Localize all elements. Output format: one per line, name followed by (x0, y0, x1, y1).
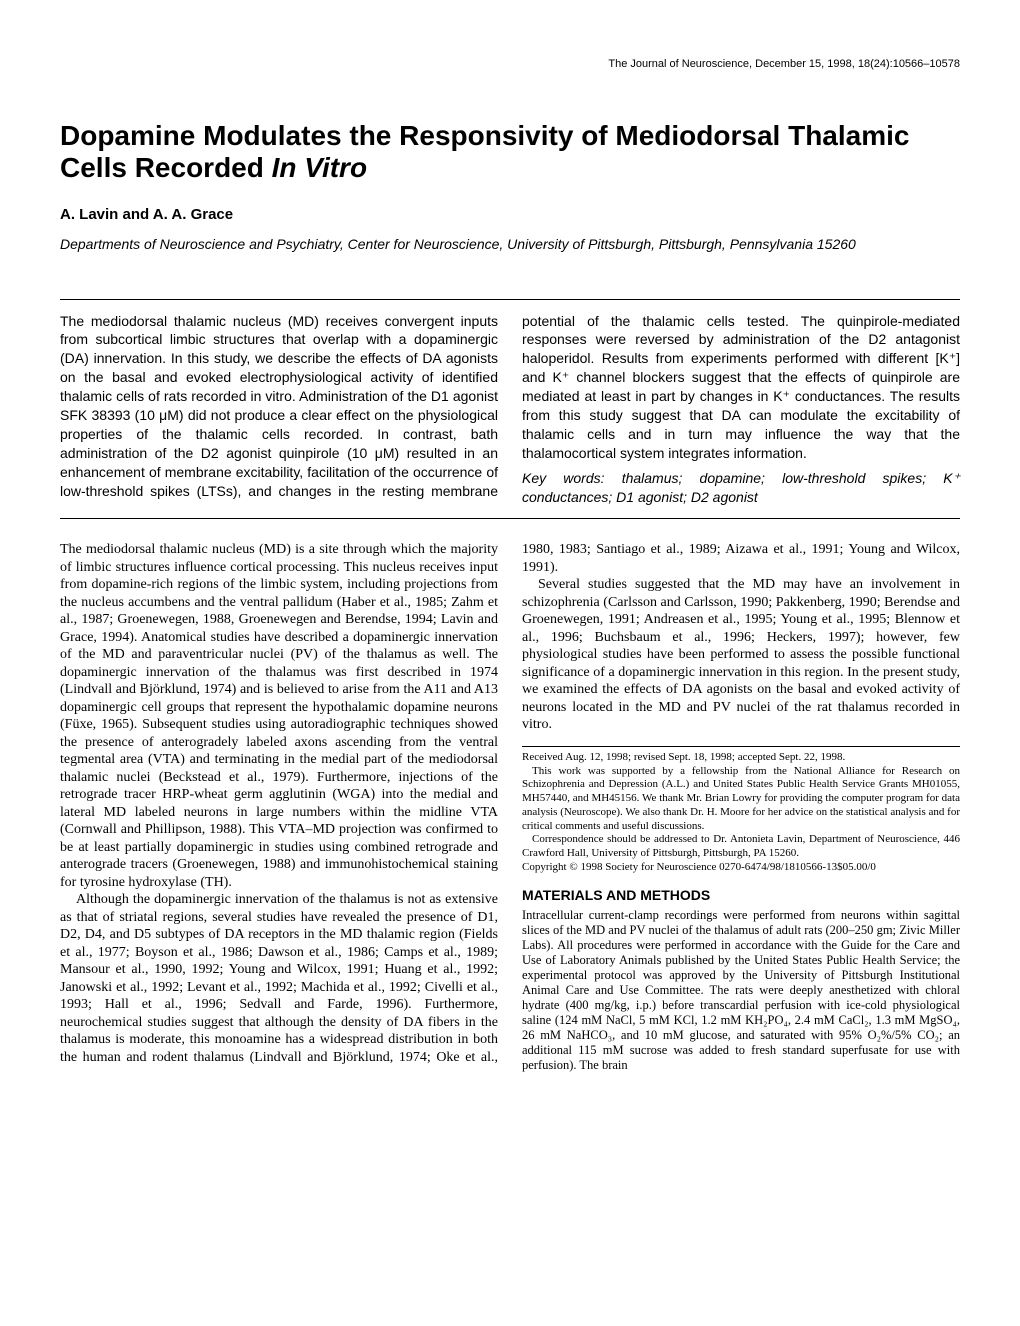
body-para-1: The mediodorsal thalamic nucleus (MD) is… (60, 541, 498, 891)
body-content: The mediodorsal thalamic nucleus (MD) is… (60, 541, 960, 1073)
title-text-b: In Vitro (272, 152, 367, 183)
abstract: The mediodorsal thalamic nucleus (MD) re… (60, 312, 960, 507)
footnote-support: This work was supported by a fellowship … (522, 765, 960, 834)
body-para-3: Several studies suggested that the MD ma… (522, 576, 960, 734)
journal-header: The Journal of Neuroscience, December 15… (60, 58, 960, 70)
keywords: Key words: thalamus; dopamine; low-thres… (522, 469, 960, 507)
methods-heading: MATERIALS AND METHODS (522, 887, 960, 905)
footnotes: Received Aug. 12, 1998; revised Sept. 18… (522, 746, 960, 875)
title-text-a: Dopamine Modulates the Responsivity of M… (60, 120, 909, 183)
affiliation: Departments of Neuroscience and Psychiat… (60, 235, 960, 253)
abstract-container: The mediodorsal thalamic nucleus (MD) re… (60, 299, 960, 520)
methods-para-1: Intracellular current-clamp recordings w… (522, 908, 960, 1073)
footnote-received: Received Aug. 12, 1998; revised Sept. 18… (522, 751, 960, 765)
footnote-copyright: Copyright © 1998 Society for Neuroscienc… (522, 861, 960, 875)
authors: A. Lavin and A. A. Grace (60, 206, 960, 223)
footnote-correspondence: Correspondence should be addressed to Dr… (522, 833, 960, 861)
article-title: Dopamine Modulates the Responsivity of M… (60, 120, 960, 184)
